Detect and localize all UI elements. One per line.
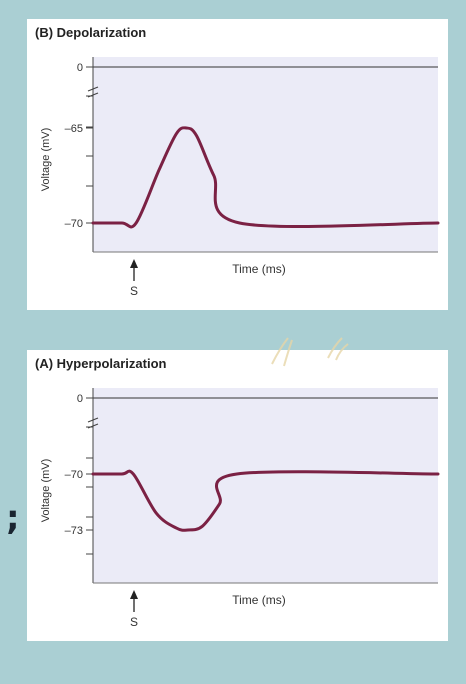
y-axis-label: Voltage (mV): [40, 128, 52, 192]
stimulus-marker: S: [130, 590, 138, 629]
axis-break-mark: [87, 423, 99, 429]
x-axis-label: Time (ms): [232, 262, 286, 276]
voltage-trace-line: [91, 469, 440, 532]
axis-break-mark: [87, 86, 99, 92]
x-axis-label: Time (ms): [232, 593, 286, 607]
separator-glyph: ;: [6, 498, 20, 538]
faint-decoration: [271, 337, 349, 367]
stimulus-label: S: [130, 284, 138, 298]
depolarization-chart: (B) Depolarization 0 –65 –70 Voltage (mV) Tim…: [35, 25, 440, 298]
axis-break-mark: [87, 417, 99, 423]
voltage-trace-line: [91, 126, 440, 229]
plot-area: [93, 388, 438, 583]
stimulus-label: S: [130, 615, 138, 629]
y-tick-label: –65: [65, 123, 83, 135]
y-axis-label: Voltage (mV): [40, 459, 52, 523]
y-tick-label: –73: [65, 525, 83, 537]
y-tick-label: 0: [77, 393, 83, 405]
chart-title: (A) Hyperpolarization: [35, 356, 167, 371]
y-axis-break: [87, 417, 99, 429]
axis-break-mark: [87, 92, 99, 98]
hyperpolarization-chart: (A) Hyperpolarization 0 –70 –73 Voltage (mV)…: [35, 356, 440, 629]
stimulus-arrowhead: [130, 259, 138, 268]
hyperpolarization-panel: (A) Hyperpolarization 0 –70 –73 Voltage (mV)…: [27, 350, 448, 641]
stimulus-arrowhead: [130, 590, 138, 599]
y-axis-break: [87, 86, 99, 98]
depolarization-panel: (B) Depolarization 0 –65 –70 Voltage (mV) Tim…: [27, 19, 448, 310]
y-tick-label: 0: [77, 62, 83, 74]
chart-title: (B) Depolarization: [35, 25, 146, 40]
y-tick-label: –70: [65, 469, 83, 481]
y-tick-label: –70: [65, 218, 83, 230]
stimulus-marker: S: [130, 259, 138, 298]
plot-area: [93, 57, 438, 252]
